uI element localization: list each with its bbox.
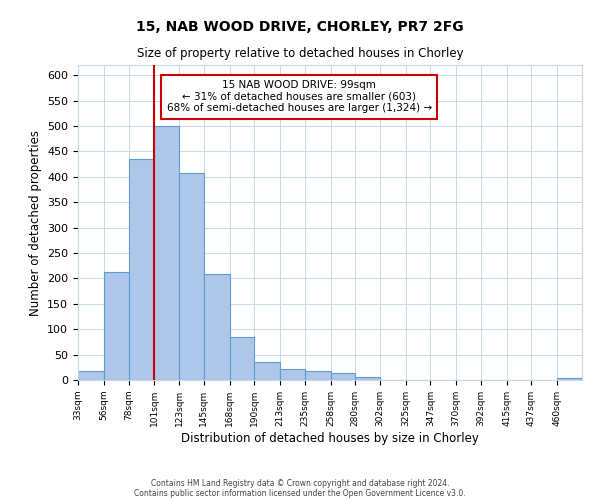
Text: 15, NAB WOOD DRIVE, CHORLEY, PR7 2FG: 15, NAB WOOD DRIVE, CHORLEY, PR7 2FG <box>136 20 464 34</box>
Text: Size of property relative to detached houses in Chorley: Size of property relative to detached ho… <box>137 48 463 60</box>
Bar <box>280 369 305 380</box>
Bar <box>331 374 355 380</box>
Bar <box>204 274 230 380</box>
Bar <box>128 159 154 380</box>
Bar <box>230 337 254 380</box>
Bar <box>557 378 582 380</box>
Bar <box>355 378 380 380</box>
Bar <box>179 172 204 380</box>
Bar <box>305 371 331 380</box>
X-axis label: Distribution of detached houses by size in Chorley: Distribution of detached houses by size … <box>181 432 479 444</box>
Bar <box>154 126 179 380</box>
Bar <box>254 362 280 380</box>
Text: Contains HM Land Registry data © Crown copyright and database right 2024.: Contains HM Land Registry data © Crown c… <box>151 478 449 488</box>
Bar <box>104 272 128 380</box>
Y-axis label: Number of detached properties: Number of detached properties <box>29 130 41 316</box>
Bar <box>78 371 104 380</box>
Text: Contains public sector information licensed under the Open Government Licence v3: Contains public sector information licen… <box>134 488 466 498</box>
Text: 15 NAB WOOD DRIVE: 99sqm
← 31% of detached houses are smaller (603)
68% of semi-: 15 NAB WOOD DRIVE: 99sqm ← 31% of detach… <box>167 80 431 114</box>
